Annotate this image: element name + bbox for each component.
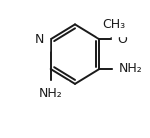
Text: NH₂: NH₂ — [118, 63, 142, 75]
Text: O: O — [117, 33, 127, 46]
Text: NH₂: NH₂ — [39, 87, 63, 100]
Text: CH₃: CH₃ — [102, 18, 125, 31]
Text: N: N — [34, 33, 44, 46]
